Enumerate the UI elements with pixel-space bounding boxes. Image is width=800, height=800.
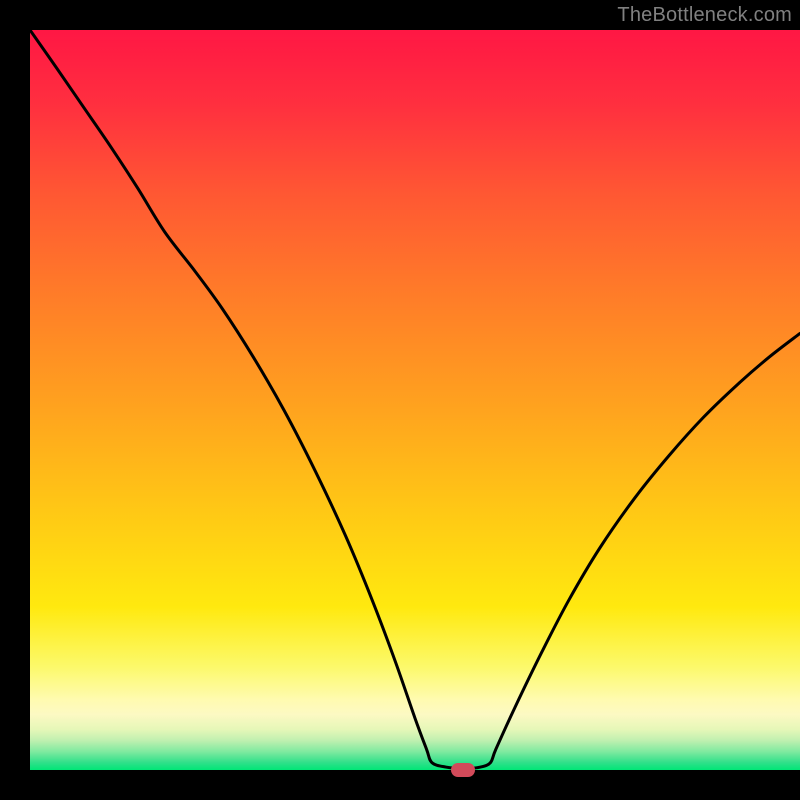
plot-area <box>30 30 800 770</box>
bottleneck-curve <box>30 30 800 770</box>
trough-marker <box>451 763 475 777</box>
credit-text: TheBottleneck.com <box>617 4 792 27</box>
